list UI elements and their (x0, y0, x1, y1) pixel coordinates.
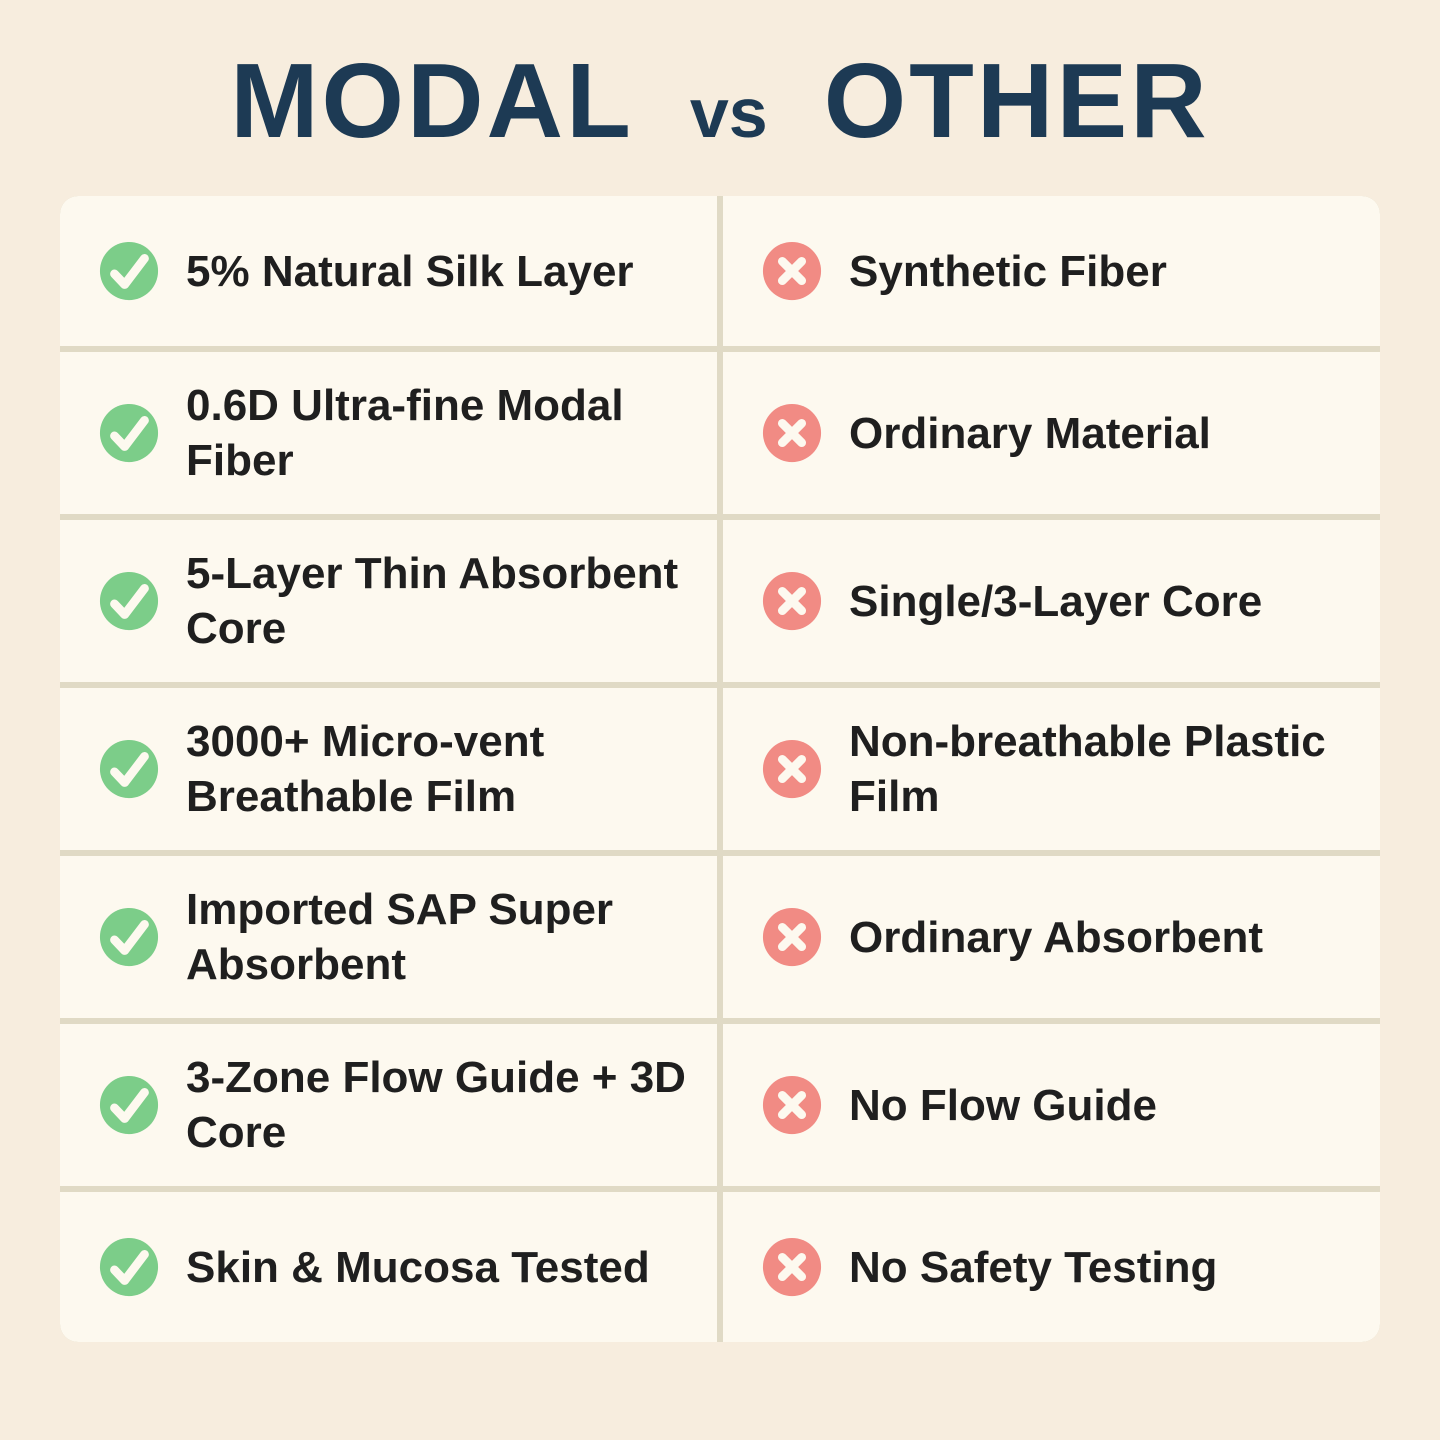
check-circle-icon (99, 403, 159, 463)
table-cell-other: Synthetic Fiber (723, 196, 1380, 346)
feature-label-modal: 3000+ Micro-vent Breathable Film (186, 717, 545, 821)
title-other: OTHER (823, 42, 1210, 160)
feature-label-other: Non-breathable Plastic Film (849, 717, 1326, 821)
table-cell-modal: 0.6D Ultra-fine Modal Fiber (60, 352, 717, 514)
cross-circle-icon (762, 739, 822, 799)
feature-label-other: No Flow Guide (849, 1080, 1157, 1130)
table-cell-modal: Imported SAP Super Absorbent (60, 856, 717, 1018)
table-cell-other: No Safety Testing (723, 1192, 1380, 1342)
feature-label-modal: Skin & Mucosa Tested (186, 1242, 650, 1292)
cross-circle-icon (762, 907, 822, 967)
cross-circle-icon (762, 1237, 822, 1297)
table-cell-modal: 5-Layer Thin Absorbent Core (60, 520, 717, 682)
feature-label-modal: 5% Natural Silk Layer (186, 246, 634, 296)
table-cell-other: Ordinary Absorbent (723, 856, 1380, 1018)
check-circle-icon (99, 907, 159, 967)
table-cell-other: Single/3-Layer Core (723, 520, 1380, 682)
check-circle-icon (99, 1075, 159, 1135)
table-cell-other: Non-breathable Plastic Film (723, 688, 1380, 850)
feature-label-other: No Safety Testing (849, 1242, 1218, 1292)
feature-label-modal: 3-Zone Flow Guide + 3D Core (186, 1053, 686, 1157)
cross-circle-icon (762, 571, 822, 631)
check-circle-icon (99, 1237, 159, 1297)
feature-label-modal: Imported SAP Super Absorbent (186, 885, 614, 989)
table-cell-other: Ordinary Material (723, 352, 1380, 514)
table-cell-modal: 3-Zone Flow Guide + 3D Core (60, 1024, 717, 1186)
cross-circle-icon (762, 1075, 822, 1135)
comparison-table: 5% Natural Silk Layer Synthetic Fiber 0.… (60, 196, 1380, 1342)
check-circle-icon (99, 571, 159, 631)
check-circle-icon (99, 241, 159, 301)
table-cell-modal: 5% Natural Silk Layer (60, 196, 717, 346)
feature-label-other: Ordinary Material (849, 408, 1211, 458)
feature-label-other: Synthetic Fiber (849, 246, 1167, 296)
title-vs: vs (689, 74, 768, 152)
feature-label-modal: 5-Layer Thin Absorbent Core (186, 549, 679, 653)
check-circle-icon (99, 739, 159, 799)
feature-label-other: Ordinary Absorbent (849, 912, 1263, 962)
table-cell-other: No Flow Guide (723, 1024, 1380, 1186)
table-cell-modal: Skin & Mucosa Tested (60, 1192, 717, 1342)
page-title: MODAL vs OTHER (60, 48, 1380, 154)
title-modal: MODAL (230, 42, 634, 160)
table-cell-modal: 3000+ Micro-vent Breathable Film (60, 688, 717, 850)
cross-circle-icon (762, 403, 822, 463)
feature-label-other: Single/3-Layer Core (849, 576, 1263, 626)
cross-circle-icon (762, 241, 822, 301)
feature-label-modal: 0.6D Ultra-fine Modal Fiber (186, 381, 624, 485)
